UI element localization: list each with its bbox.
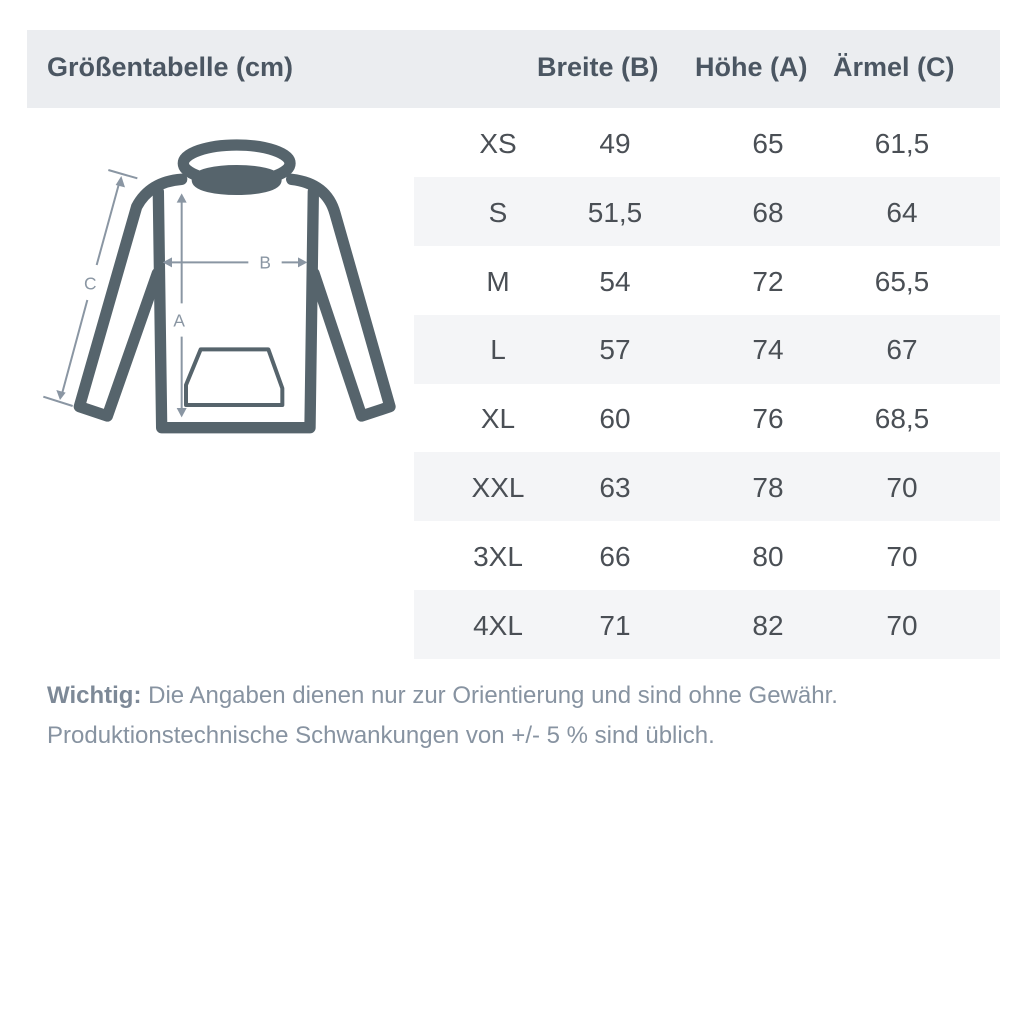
- note-line2: Produktionstechnische Schwankungen von +…: [47, 722, 715, 749]
- left-sleeve: [73, 173, 188, 422]
- cell-breite: 60: [599, 403, 631, 435]
- cell-hoehe: 72: [752, 265, 784, 297]
- size-label: M: [486, 265, 510, 297]
- cell-hoehe: 76: [752, 403, 784, 435]
- cell-breite: 71: [599, 609, 631, 641]
- hood-inner: [191, 165, 282, 195]
- row-band: [414, 590, 1000, 659]
- right-sleeve: [285, 173, 396, 422]
- cell-breite: 63: [599, 472, 631, 503]
- hoodie-icon: A B C: [43, 139, 396, 434]
- size-label: XXL: [471, 472, 525, 503]
- cell-aermel: 70: [886, 472, 918, 503]
- column-header-aermel: Ärmel (C): [833, 52, 955, 82]
- cell-aermel: 65,5: [874, 265, 930, 297]
- column-header-hoehe: Höhe (A): [695, 52, 808, 82]
- cell-breite: 66: [599, 540, 631, 572]
- cell-hoehe: 65: [752, 128, 784, 159]
- note-label: Wichtig:: [47, 682, 142, 709]
- cell-aermel: 70: [886, 609, 918, 641]
- cell-aermel: 64: [886, 196, 918, 228]
- note-line1: Die Angaben dienen nur zur Orientierung …: [141, 682, 838, 709]
- cell-hoehe: 80: [752, 540, 784, 572]
- pocket: [184, 347, 285, 407]
- cell-aermel: 68,5: [874, 403, 930, 435]
- cell-hoehe: 82: [752, 609, 784, 641]
- label-c: C: [84, 273, 97, 293]
- cell-hoehe: 74: [752, 334, 784, 366]
- size-label: 3XL: [473, 540, 523, 572]
- row-band: [414, 315, 1000, 384]
- cell-aermel: 67: [886, 334, 918, 366]
- body-outline: [152, 186, 319, 434]
- row-band: [414, 177, 1000, 246]
- column-header-breite: Breite (B): [537, 52, 659, 82]
- size-label: XL: [480, 403, 516, 435]
- disclaimer-note: Wichtig: Die Angaben dienen nur zur Orie…: [47, 676, 838, 756]
- cell-hoehe: 68: [752, 196, 784, 228]
- cell-breite: 57: [599, 334, 631, 366]
- table-title: Größentabelle (cm): [47, 52, 294, 82]
- label-a: A: [173, 311, 185, 331]
- cell-aermel: 61,5: [874, 128, 930, 159]
- table-header: [27, 30, 1000, 108]
- cell-breite: 54: [599, 265, 631, 297]
- row-band: [414, 452, 1000, 521]
- cell-aermel: 70: [886, 540, 918, 572]
- label-b: B: [259, 252, 271, 272]
- hood-outer: [177, 139, 296, 188]
- size-label: 4XL: [473, 609, 523, 641]
- cell-breite: 51,5: [587, 196, 643, 228]
- size-label: L: [490, 334, 506, 366]
- cell-breite: 49: [599, 128, 631, 159]
- size-label: S: [488, 196, 508, 228]
- size-label: XS: [479, 128, 517, 159]
- cell-hoehe: 78: [752, 472, 784, 503]
